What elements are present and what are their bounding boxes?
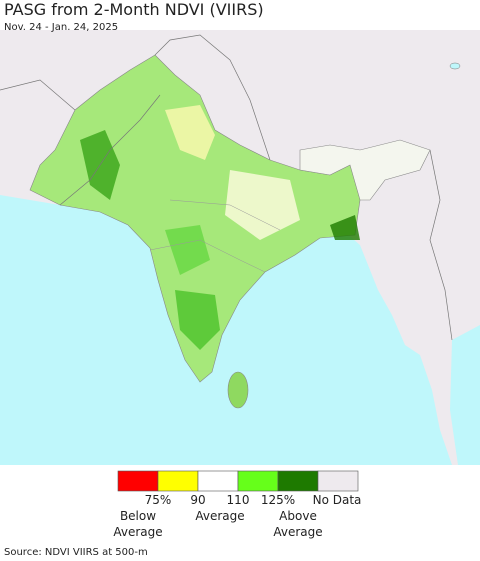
legend-tick-label: 75% <box>145 493 172 507</box>
green-patch <box>165 225 210 275</box>
ocean <box>450 325 480 465</box>
lake <box>449 62 461 70</box>
title: PASG from 2-Month NDVI (VIIRS) <box>4 0 264 19</box>
border <box>429 149 453 341</box>
legend-group-label: Above <box>279 509 317 523</box>
legend-tick-label: 90 <box>190 493 205 507</box>
legend-swatch <box>157 470 199 492</box>
legend-group-label: Average <box>273 525 322 539</box>
border <box>0 79 76 111</box>
ocean <box>0 195 452 465</box>
dry-patch <box>225 170 300 240</box>
legend-tick-label: 110 <box>227 493 250 507</box>
legend-swatch <box>317 470 359 492</box>
legend-group-label: Below <box>120 509 156 523</box>
northeast-region <box>299 139 431 201</box>
border <box>169 199 281 231</box>
legend-tick-label: 125% <box>261 493 295 507</box>
border <box>149 239 266 273</box>
border <box>59 94 161 206</box>
legend-swatch <box>117 470 159 492</box>
legend-group-label: Average <box>195 509 244 523</box>
header-band <box>0 0 480 30</box>
map <box>0 30 480 465</box>
subtitle: Nov. 24 - Jan. 24, 2025 <box>4 22 118 33</box>
green-patch <box>330 215 360 240</box>
legend-swatch <box>197 470 239 492</box>
border <box>154 34 271 161</box>
sri-lanka <box>227 371 249 409</box>
green-patch <box>175 290 220 350</box>
dry-patch <box>165 105 215 160</box>
legend: 75% 90 110 125% No Data Below Average Average Ab… <box>113 470 362 539</box>
source: Source: NDVI VIIRS at 500-m <box>4 547 148 558</box>
legend-swatch <box>237 470 279 492</box>
legend-tick-label: No Data <box>313 493 362 507</box>
legend-swatch <box>277 470 319 492</box>
legend-group-label: Average <box>113 525 162 539</box>
south-asia-vegetation <box>29 54 371 383</box>
